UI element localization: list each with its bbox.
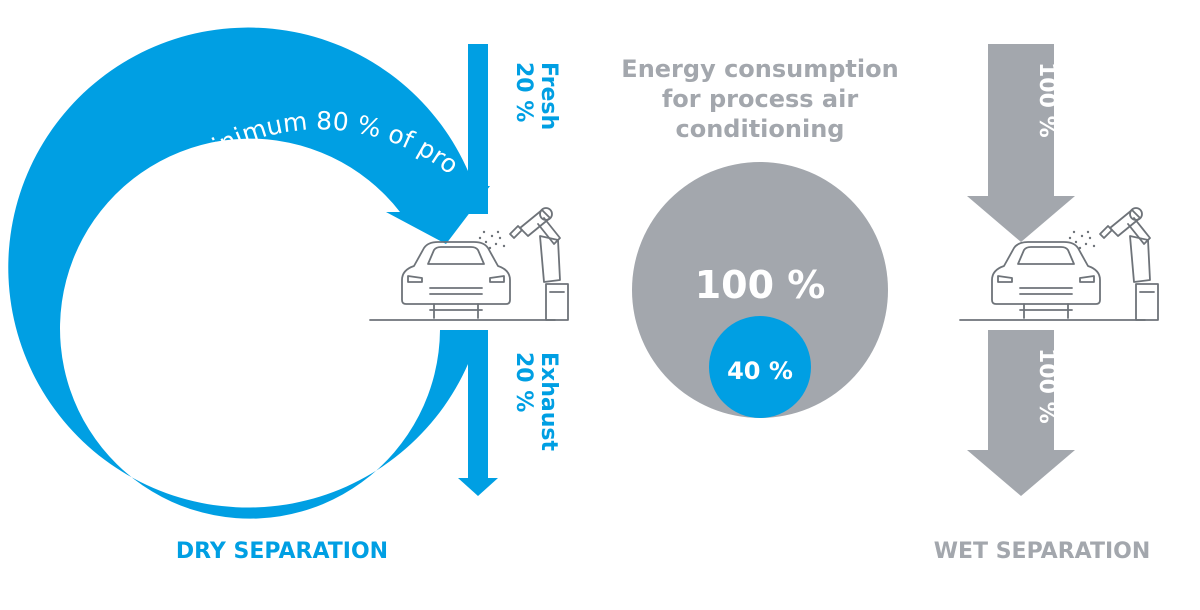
wet-energy-value: 100 % bbox=[695, 263, 826, 307]
wet-fresh-percent: 100 % bbox=[1034, 62, 1059, 138]
wet-exhaust-word: Exhaust bbox=[1059, 348, 1084, 447]
dry-exhaust-word: Exhaust bbox=[536, 352, 561, 451]
dry-separation-group: Recirculation minimum 80 % of process ai… bbox=[0, 0, 569, 564]
energy-title-line-3: conditioning bbox=[676, 115, 845, 143]
dry-separation-label: DRY SEPARATION bbox=[176, 539, 388, 564]
wet-separation-label: WET SEPARATION bbox=[934, 539, 1151, 564]
dry-fresh-percent: 20 % bbox=[511, 62, 536, 122]
energy-title-line-1: Energy consumption bbox=[621, 55, 898, 83]
energy-title-line-2: for process air bbox=[662, 85, 858, 113]
recirculation-arrow bbox=[8, 27, 490, 519]
wet-fresh-arrow bbox=[967, 44, 1075, 242]
wet-energy-circle bbox=[632, 162, 888, 418]
dry-energy-circle bbox=[709, 316, 811, 418]
wet-separation-group: 100 % Fresh 100 % Exhaust WET SEPARATION bbox=[934, 44, 1159, 564]
dry-exhaust-label: 20 % Exhaust bbox=[511, 352, 561, 451]
dry-fresh-word: Fresh bbox=[536, 62, 561, 130]
dry-energy-value: 40 % bbox=[727, 357, 793, 385]
wet-exhaust-arrow bbox=[967, 330, 1075, 496]
fresh-air-arrow bbox=[468, 44, 488, 214]
wet-exhaust-percent: 100 % bbox=[1034, 348, 1059, 424]
car-paint-booth-icon-wet bbox=[959, 207, 1159, 321]
energy-group: Energy consumption for process air condi… bbox=[621, 55, 899, 418]
dry-fresh-label: 20 % Fresh bbox=[511, 62, 561, 130]
wet-fresh-word: Fresh bbox=[1059, 62, 1084, 130]
wet-exhaust-label: 100 % Exhaust bbox=[1034, 348, 1084, 447]
wet-fresh-label: 100 % Fresh bbox=[1034, 62, 1084, 138]
car-paint-booth-icon bbox=[369, 207, 569, 321]
exhaust-air-arrow bbox=[458, 330, 498, 496]
dry-exhaust-percent: 20 % bbox=[511, 352, 536, 412]
